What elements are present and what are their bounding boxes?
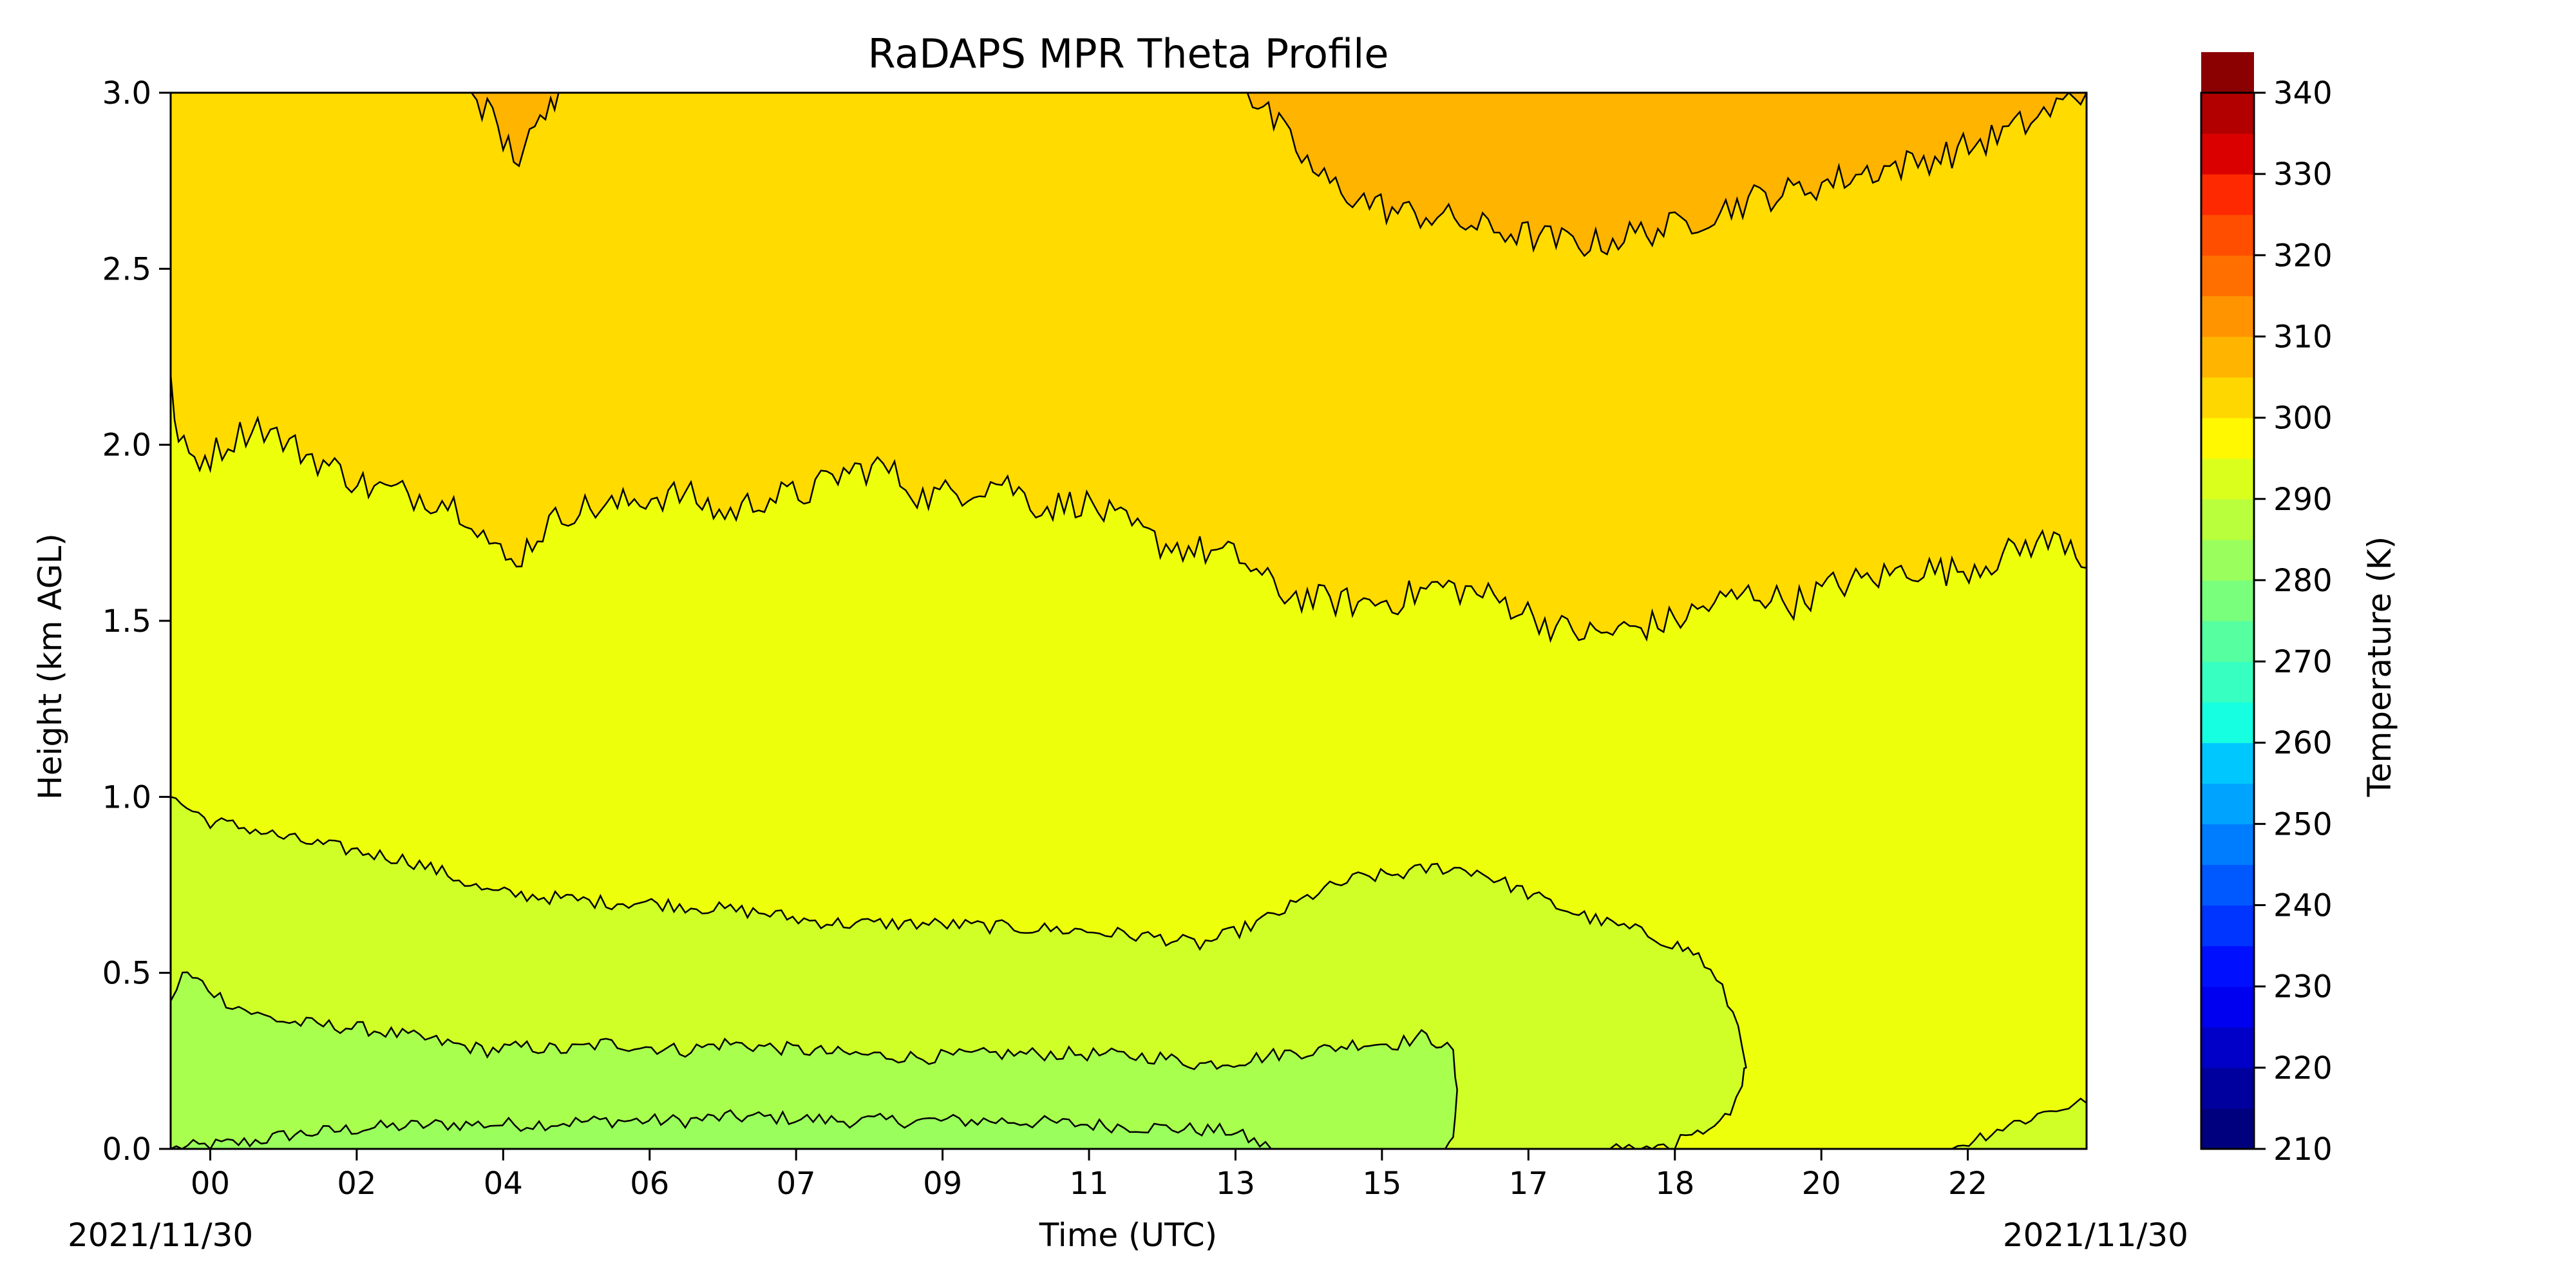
colorbar-segment	[2201, 986, 2254, 1028]
x-tick-label: 07	[777, 1166, 816, 1202]
band-275-280	[171, 1110, 1271, 1149]
band-300-305-main	[1247, 93, 2087, 256]
y-tick-label: 2.0	[102, 428, 151, 464]
colorbar-tick-label: 320	[2273, 238, 2333, 274]
x-axis: 00 02 04 06 07 09 11 13 15 17 18 20 22	[191, 1149, 1987, 1202]
colorbar-segment	[2201, 539, 2254, 581]
contour-line-300	[471, 93, 560, 167]
y-tick-label: 3.0	[102, 75, 151, 111]
x-tick-label: 22	[1948, 1166, 1987, 1202]
colorbar-tick-label: 270	[2273, 644, 2333, 680]
y-tick-label: 1.5	[102, 603, 151, 639]
colorbar-tick-label: 330	[2273, 156, 2333, 193]
colorbar-segment	[2201, 621, 2254, 662]
x-tick-label: 04	[484, 1166, 523, 1202]
colorbar-segment	[2201, 93, 2254, 134]
colorbar-segment	[2201, 864, 2254, 906]
colorbar-segment	[2201, 255, 2254, 296]
colorbar	[2200, 52, 2255, 1150]
colorbar-segment	[2201, 580, 2254, 621]
x-axis-label: Time (UTC)	[1039, 1217, 1217, 1254]
colorbar-segment	[2201, 702, 2254, 743]
colorbar-ticks: 210 220 230 240 250 260 270 280 290 300 310 320 330 3…	[2254, 75, 2333, 1168]
colorbar-tick-label: 230	[2273, 969, 2333, 1005]
colorbar-segment	[2201, 336, 2254, 378]
colorbar-tick-label: 300	[2273, 401, 2333, 437]
colorbar-segment	[2201, 945, 2254, 987]
colorbar-segment	[2201, 458, 2254, 500]
colorbar-segment	[2201, 1108, 2254, 1150]
contour-line-290	[1951, 1097, 2087, 1149]
colorbar-segment	[2201, 824, 2254, 866]
x-tick-label: 09	[923, 1166, 962, 1202]
colorbar-tick-label: 340	[2273, 75, 2333, 111]
y-tick-label: 2.5	[102, 251, 151, 287]
y-axis-label: Height (km AGL)	[32, 533, 69, 800]
x-tick-label: 15	[1362, 1166, 1401, 1202]
contour-line-290	[171, 796, 1747, 1149]
x-tick-label: 06	[630, 1166, 669, 1202]
colorbar-segment	[2201, 133, 2254, 175]
colorbar-segment	[2201, 417, 2254, 459]
chart-title: RaDAPS MPR Theta Profile	[868, 30, 1389, 77]
end-date-label: 2021/11/30	[2003, 1217, 2188, 1254]
y-tick-label: 0.0	[102, 1132, 151, 1168]
band-285-290-wedge	[1952, 1098, 2087, 1149]
x-tick-label: 17	[1509, 1166, 1548, 1202]
contour-plot-area	[169, 91, 2088, 1150]
colorbar-segment	[2201, 174, 2254, 215]
x-tick-label: 20	[1802, 1166, 1841, 1202]
colorbar-segment	[2201, 214, 2254, 256]
contour-line-295	[171, 374, 2087, 643]
colorbar-tick-label: 220	[2273, 1050, 2333, 1086]
x-tick-label: 11	[1069, 1166, 1108, 1202]
colorbar-segment	[2201, 296, 2254, 337]
band-280-285	[171, 972, 1457, 1149]
x-tick-label: 00	[191, 1166, 230, 1202]
colorbar-tick-label: 310	[2273, 319, 2333, 355]
x-tick-label: 02	[337, 1166, 376, 1202]
colorbar-tick-label: 290	[2273, 482, 2333, 518]
band-300-305-small	[471, 93, 559, 166]
colorbar-segment	[2201, 783, 2254, 824]
colorbar-segment	[2201, 1027, 2254, 1068]
colorbar-tick-label: 250	[2273, 806, 2333, 842]
colorbar-tick-label: 260	[2273, 725, 2333, 761]
y-axis: 0.0 0.5 1.0 1.5 2.0 2.5 3.0	[102, 75, 171, 1168]
colorbar-frame	[2200, 91, 2255, 1150]
colorbar-segment	[2201, 52, 2254, 93]
colorbar-segment	[2201, 743, 2254, 784]
colorbar-tick-label: 240	[2273, 888, 2333, 924]
colorbar-label: Temperature (K)	[2361, 536, 2398, 797]
x-tick-label: 18	[1655, 1166, 1694, 1202]
colorbar-segment	[2201, 1067, 2254, 1109]
colorbar-segment	[2201, 661, 2254, 703]
y-tick-label: 0.5	[102, 956, 151, 992]
colorbar-segment	[2201, 498, 2254, 540]
contour-line-280	[171, 1109, 1272, 1149]
colorbar-tick-label: 280	[2273, 563, 2333, 599]
start-date-label: 2021/11/30	[68, 1217, 253, 1254]
colorbar-tick-label: 210	[2273, 1132, 2333, 1168]
contour-line-285	[171, 971, 1458, 1149]
contour-line-300	[1246, 93, 2087, 258]
colorbar-segment	[2201, 905, 2254, 947]
colorbar-segment	[2201, 377, 2254, 419]
x-tick-label: 13	[1216, 1166, 1255, 1202]
y-tick-label: 1.0	[102, 779, 151, 815]
